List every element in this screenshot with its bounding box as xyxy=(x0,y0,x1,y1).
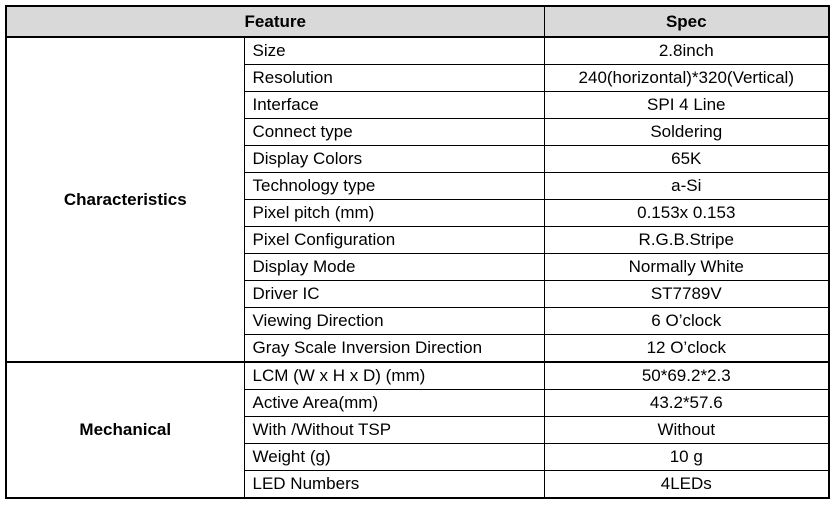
header-cell: Feature xyxy=(5,5,545,38)
table-row: Interface SPI 4 Line xyxy=(6,91,830,119)
group-cell: Characteristics xyxy=(5,36,245,363)
spec-cell: 6 O’clock xyxy=(543,307,830,335)
spec-cell: 12 O’clock xyxy=(543,334,830,363)
table-row: Connect type Soldering xyxy=(6,118,830,146)
spec-cell: 2.8inch xyxy=(543,36,830,65)
header-row: Feature Spec xyxy=(5,5,830,38)
table-row: Mechanical LCM (W x H x D) (mm) 50*69.2*2.… xyxy=(5,361,830,499)
feature-cell: LED Numbers xyxy=(243,470,545,499)
table-row: Viewing Direction 6 O’clock xyxy=(6,307,830,335)
table-row: Weight (g) 10 g xyxy=(6,443,830,471)
spec-cell: 0.153x 0.153 xyxy=(543,199,830,227)
feature-cell: With /Without TSP xyxy=(243,416,545,444)
spec-table: Feature Spec Characteristics Size 2.8inch R… xyxy=(5,5,831,499)
table-row: Pixel pitch (mm) 0.153x 0.153 xyxy=(6,199,830,227)
spec-cell: 43.2*57.6 xyxy=(543,389,830,417)
feature-cell: Driver IC xyxy=(243,280,545,308)
table-row: Display Mode Normally White xyxy=(6,253,830,281)
feature-cell: Technology type xyxy=(243,172,545,200)
feature-cell: Gray Scale Inversion Direction xyxy=(243,334,545,363)
table-row: Resolution 240(horizontal)*320(Vertical) xyxy=(6,64,830,92)
group-cell: Mechanical xyxy=(5,361,245,499)
table-row: Characteristics Size 2.8inch xyxy=(5,36,830,363)
feature-cell: Weight (g) xyxy=(243,443,545,471)
spec-cell: ST7789V xyxy=(543,280,830,308)
spec-cell: Without xyxy=(543,416,830,444)
feature-cell: Resolution xyxy=(243,64,545,92)
table-body: Characteristics Size 2.8inch Resolution 240(… xyxy=(5,36,830,499)
feature-cell: Display Mode xyxy=(243,253,545,281)
spec-cell: 50*69.2*2.3 xyxy=(543,361,830,390)
spec-cell: R.G.B.Stripe xyxy=(543,226,830,254)
table-row: Gray Scale Inversion Direction 12 O’clock xyxy=(6,334,830,363)
spec-cell: SPI 4 Line xyxy=(543,91,830,119)
feature-cell: Pixel pitch (mm) xyxy=(243,199,545,227)
spec-cell: 65K xyxy=(543,145,830,173)
table-row: Technology type a-Si xyxy=(6,172,830,200)
feature-cell: Display Colors xyxy=(243,145,545,173)
table-row: With /Without TSP Without xyxy=(6,416,830,444)
table-row: LED Numbers 4LEDs xyxy=(6,470,830,499)
spec-cell: Soldering xyxy=(543,118,830,146)
feature-cell: Size xyxy=(243,36,545,65)
table-row: Active Area(mm) 43.2*57.6 xyxy=(6,389,830,417)
spec-cell: a-Si xyxy=(543,172,830,200)
feature-cell: Connect type xyxy=(243,118,545,146)
header-cell: Spec xyxy=(543,5,830,38)
spec-cell: 240(horizontal)*320(Vertical) xyxy=(543,64,830,92)
feature-cell: Active Area(mm) xyxy=(243,389,545,417)
feature-cell: Interface xyxy=(243,91,545,119)
spec-cell: Normally White xyxy=(543,253,830,281)
spec-cell: 10 g xyxy=(543,443,830,471)
feature-cell: LCM (W x H x D) (mm) xyxy=(243,361,545,390)
table-row: Pixel Configuration R.G.B.Stripe xyxy=(6,226,830,254)
table-row: Display Colors 65K xyxy=(6,145,830,173)
feature-cell: Viewing Direction xyxy=(243,307,545,335)
feature-cell: Pixel Configuration xyxy=(243,226,545,254)
spec-cell: 4LEDs xyxy=(543,470,830,499)
